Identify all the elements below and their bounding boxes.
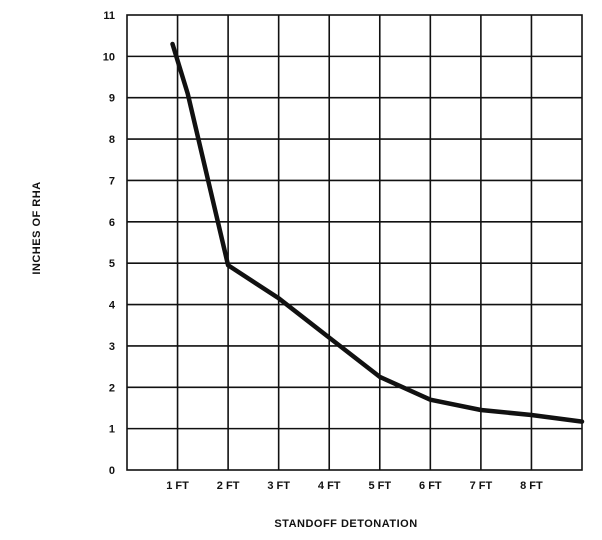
y-tick-label: 4: [109, 300, 116, 312]
grid: [127, 15, 582, 470]
y-tick-label: 1: [109, 424, 115, 436]
y-tick-label: 6: [109, 217, 115, 229]
y-tick-label: 7: [109, 175, 115, 187]
x-tick-label: 7 FT: [470, 480, 493, 492]
x-tick-label: 5 FT: [368, 480, 391, 492]
y-tick-label: 3: [109, 341, 115, 353]
y-tick-label: 5: [109, 258, 115, 270]
series-layer: [170, 41, 585, 424]
y-axis-ticks: 0 1 2 3 4 5 6 7 8 9 10 11: [103, 10, 116, 477]
plot-frame: [126, 14, 583, 471]
x-axis-ticks: 1 FT 2 FT 3 FT 4 FT 5 FT 6 FT 7 FT 8 FT: [166, 480, 543, 492]
y-axis-label: INCHES OF RHA: [31, 181, 43, 274]
x-tick-label: 1 FT: [166, 480, 189, 492]
y-tick-label: 9: [109, 93, 115, 105]
series-line-0: [170, 41, 585, 424]
y-tick-label: 2: [109, 382, 115, 394]
x-tick-label: 2 FT: [217, 480, 240, 492]
x-tick-label: 3 FT: [267, 480, 290, 492]
x-tick-label: 6 FT: [419, 480, 442, 492]
y-tick-label: 11: [103, 10, 115, 22]
x-axis-label: STANDOFF DETONATION: [274, 518, 417, 530]
x-tick-label: 4 FT: [318, 480, 341, 492]
y-tick-label: 10: [103, 51, 115, 63]
y-tick-label: 0: [109, 465, 115, 477]
x-tick-label: 8 FT: [520, 480, 543, 492]
y-tick-label: 8: [109, 134, 115, 146]
